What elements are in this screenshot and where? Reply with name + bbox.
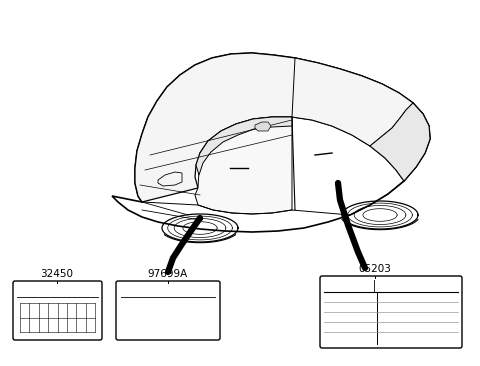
- FancyBboxPatch shape: [116, 281, 220, 340]
- Polygon shape: [292, 58, 413, 146]
- Polygon shape: [135, 53, 430, 202]
- Text: 32450: 32450: [40, 269, 73, 279]
- FancyBboxPatch shape: [320, 276, 462, 348]
- FancyBboxPatch shape: [13, 281, 102, 340]
- Polygon shape: [112, 53, 430, 232]
- Text: 05203: 05203: [359, 264, 391, 274]
- Polygon shape: [370, 103, 430, 181]
- Polygon shape: [195, 117, 292, 214]
- Text: 97699A: 97699A: [148, 269, 188, 279]
- Polygon shape: [255, 122, 271, 131]
- Polygon shape: [196, 117, 292, 175]
